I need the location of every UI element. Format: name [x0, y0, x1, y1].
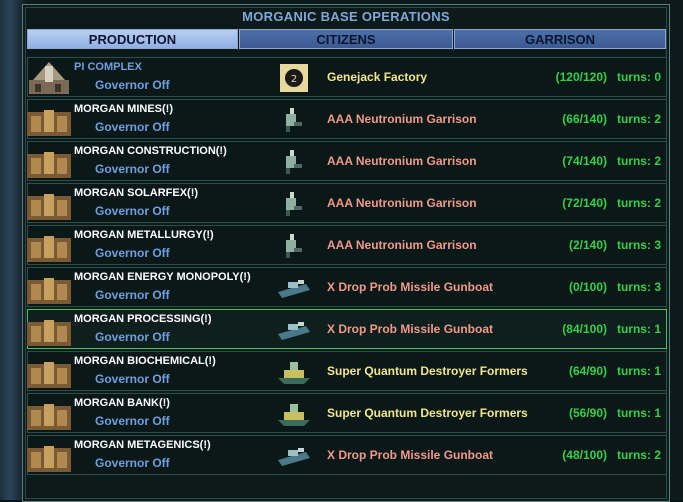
base-name: MORGAN BANK(!)	[74, 397, 170, 409]
base-row[interactable]: MORGAN ENERGY MONOPOLY(!) Governor Off X…	[27, 267, 667, 307]
production-item: X Drop Prob Missile Gunboat	[327, 280, 494, 294]
infantry-unit-icon	[286, 192, 302, 216]
base-thumbnail-icon	[27, 194, 71, 220]
turns-remaining: turns: 2	[616, 154, 661, 168]
base-row[interactable]: MORGAN BANK(!) Governor Off Super Quantu…	[27, 393, 667, 433]
production-item: AAA Neutronium Garrison	[327, 154, 477, 168]
base-name: MORGAN PROCESSING(!)	[74, 313, 212, 325]
production-progress: (2/140)	[568, 238, 607, 252]
infantry-unit-icon	[286, 108, 302, 132]
base-thumbnail-icon	[27, 404, 71, 430]
governor-status[interactable]: Governor Off	[95, 330, 170, 344]
turns-remaining: turns: 3	[616, 280, 661, 294]
base-name: PI COMPLEX	[74, 61, 142, 73]
gunboat-unit-icon	[278, 322, 310, 340]
infantry-unit-icon	[286, 150, 302, 174]
destroyer-unit-icon	[278, 362, 310, 384]
governor-status[interactable]: Governor Off	[95, 288, 170, 302]
turns-remaining: turns: 1	[616, 322, 661, 336]
base-name: MORGAN METAGENICS(!)	[74, 439, 211, 451]
base-row[interactable]: MORGAN METALLURGY(!) Governor Off AAA Ne…	[27, 225, 667, 265]
governor-status[interactable]: Governor Off	[95, 414, 170, 428]
production-item: AAA Neutronium Garrison	[327, 238, 477, 252]
production-progress: (56/90)	[568, 406, 607, 420]
tab-production[interactable]: PRODUCTION	[27, 29, 238, 49]
base-row[interactable]: MORGAN METAGENICS(!) Governor Off X Drop…	[27, 435, 667, 475]
turns-remaining: turns: 3	[616, 238, 661, 252]
base-thumbnail-icon	[27, 110, 71, 136]
production-progress: (64/90)	[568, 364, 607, 378]
production-progress: (72/140)	[562, 196, 607, 210]
production-progress: (66/140)	[562, 112, 607, 126]
infantry-unit-icon	[286, 234, 302, 258]
turns-remaining: turns: 2	[616, 196, 661, 210]
tab-bar: PRODUCTION CITIZENS GARRISON	[27, 29, 667, 51]
turns-remaining: turns: 0	[616, 70, 661, 84]
governor-status[interactable]: Governor Off	[95, 246, 170, 260]
base-row[interactable]: MORGAN SOLARFEX(!) Governor Off AAA Neut…	[27, 183, 667, 223]
base-thumbnail-icon	[27, 362, 71, 388]
governor-status[interactable]: Governor Off	[95, 372, 170, 386]
production-progress: (48/100)	[562, 448, 607, 462]
base-row-selected[interactable]: MORGAN PROCESSING(!) Governor Off X Drop…	[27, 309, 667, 349]
window-title: MORGANIC BASE OPERATIONS	[242, 9, 450, 24]
base-thumbnail-icon	[27, 236, 71, 262]
base-name: MORGAN ENERGY MONOPOLY(!)	[74, 271, 251, 283]
governor-status[interactable]: Governor Off	[95, 120, 170, 134]
base-name: MORGAN SOLARFEX(!)	[74, 187, 199, 199]
base-thumbnail-icon	[27, 278, 71, 304]
destroyer-unit-icon	[278, 404, 310, 426]
base-thumbnail-icon	[27, 446, 71, 472]
facility-icon: 2	[280, 64, 308, 92]
production-item: X Drop Prob Missile Gunboat	[327, 448, 494, 462]
gunboat-unit-icon	[278, 448, 310, 466]
governor-status[interactable]: Governor Off	[95, 204, 170, 218]
base-thumbnail-icon	[27, 152, 71, 178]
turns-remaining: turns: 2	[616, 112, 661, 126]
governor-status[interactable]: Governor Off	[95, 78, 170, 92]
base-row[interactable]: MORGAN BIOCHEMICAL(!) Governor Off Super…	[27, 351, 667, 391]
base-name: MORGAN CONSTRUCTION(!)	[74, 145, 227, 157]
production-progress: (0/100)	[568, 280, 607, 294]
production-item: X Drop Prob Missile Gunboat	[327, 322, 494, 336]
base-name: MORGAN MINES(!)	[74, 103, 173, 115]
production-item: Genejack Factory	[327, 70, 428, 84]
base-operations-window: MORGANIC BASE OPERATIONS PRODUCTION CITI…	[22, 4, 670, 502]
production-item: AAA Neutronium Garrison	[327, 112, 477, 126]
production-progress: (74/140)	[562, 154, 607, 168]
turns-remaining: turns: 1	[616, 364, 661, 378]
production-item: Super Quantum Destroyer Formers	[327, 406, 528, 420]
base-row[interactable]: MORGAN MINES(!) Governor Off AAA Neutron…	[27, 99, 667, 139]
base-row[interactable]: MORGAN CONSTRUCTION(!) Governor Off AAA …	[27, 141, 667, 181]
production-item: Super Quantum Destroyer Formers	[327, 364, 528, 378]
turns-remaining: turns: 1	[616, 406, 661, 420]
svg-text:2: 2	[291, 74, 297, 85]
base-name: MORGAN METALLURGY(!)	[74, 229, 214, 241]
base-thumbnail-icon	[27, 320, 71, 346]
tab-citizens[interactable]: CITIZENS	[239, 29, 453, 49]
production-item: AAA Neutronium Garrison	[327, 196, 477, 210]
gunboat-unit-icon	[278, 280, 310, 298]
governor-status[interactable]: Governor Off	[95, 456, 170, 470]
governor-status[interactable]: Governor Off	[95, 162, 170, 176]
base-thumbnail-icon	[29, 62, 69, 94]
base-name: MORGAN BIOCHEMICAL(!)	[74, 355, 216, 367]
production-progress: (120/120)	[555, 70, 607, 84]
tab-garrison[interactable]: GARRISON	[454, 29, 666, 49]
base-row[interactable]: PI COMPLEX Governor Off 2 Genejack Facto…	[27, 57, 667, 97]
production-progress: (84/100)	[562, 322, 607, 336]
turns-remaining: turns: 2	[616, 448, 661, 462]
